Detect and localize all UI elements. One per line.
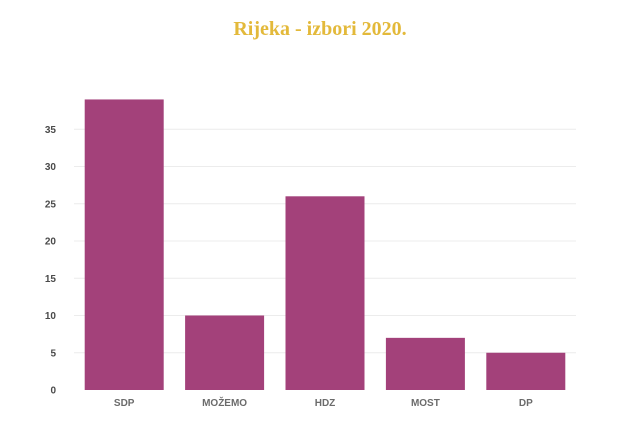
x-axis-labels: SDP MOŽEMO HDZ MOST DP — [114, 396, 533, 409]
bar-sdp[interactable] — [84, 99, 164, 390]
y-tick-label: 25 — [45, 199, 57, 210]
x-tick-label: SDP — [114, 398, 135, 409]
bar-most[interactable] — [385, 337, 465, 390]
bar-hdz[interactable] — [285, 196, 365, 390]
y-tick-label: 20 — [45, 237, 57, 248]
bar-dp[interactable] — [486, 352, 566, 390]
y-tick-label: 15 — [45, 274, 57, 285]
y-tick-label: 5 — [50, 348, 56, 359]
y-tick-label: 35 — [45, 125, 57, 136]
x-tick-label: MOŽEMO — [202, 396, 247, 409]
y-tick-label: 0 — [50, 386, 56, 397]
bar-možemo[interactable] — [185, 315, 265, 391]
x-tick-label: DP — [519, 398, 533, 409]
y-axis-ticks: 0 5 10 15 20 25 30 35 — [45, 125, 57, 397]
x-tick-label: MOST — [411, 398, 440, 409]
y-tick-label: 30 — [45, 162, 57, 173]
chart-title: Rijeka - izbori 2020. — [233, 18, 407, 40]
y-tick-label: 10 — [45, 311, 57, 322]
x-tick-label: HDZ — [315, 398, 336, 409]
bars — [84, 99, 566, 391]
